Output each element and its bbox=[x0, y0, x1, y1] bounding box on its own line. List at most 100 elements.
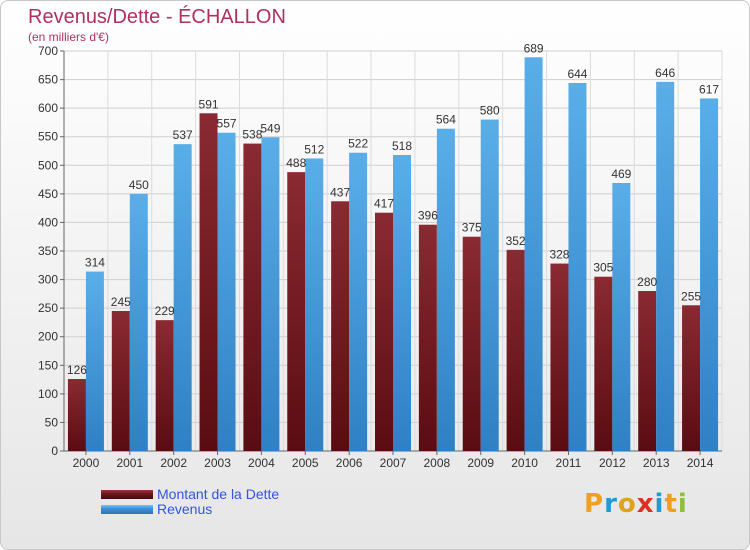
x-tick-label: 2010 bbox=[511, 456, 538, 470]
y-tick-label: 650 bbox=[38, 73, 58, 87]
logo-letter: i bbox=[677, 489, 688, 519]
bar-revenus bbox=[173, 144, 192, 451]
bar-dette bbox=[462, 236, 481, 451]
bar-revenus bbox=[656, 81, 675, 451]
bar-dette bbox=[287, 172, 306, 451]
x-tick-label: 2014 bbox=[687, 456, 714, 470]
data-label-revenus: 450 bbox=[129, 178, 149, 192]
logo-letter: P bbox=[584, 489, 605, 519]
data-label-revenus: 617 bbox=[699, 82, 719, 96]
data-label-dette: 255 bbox=[681, 289, 701, 303]
y-tick-label: 0 bbox=[51, 444, 58, 458]
proxiti-logo: Proxiti bbox=[584, 489, 688, 519]
data-label-dette: 417 bbox=[374, 197, 394, 211]
y-tick-label: 250 bbox=[38, 301, 58, 315]
legend-swatch-revenus bbox=[101, 505, 153, 514]
bar-revenus bbox=[436, 128, 455, 451]
bar-revenus bbox=[524, 57, 543, 452]
bar-revenus bbox=[349, 152, 368, 451]
bar-revenus bbox=[700, 98, 719, 451]
y-tick-label: 700 bbox=[38, 44, 58, 58]
logo-letter: i bbox=[654, 489, 665, 519]
y-tick-label: 200 bbox=[38, 330, 58, 344]
data-label-revenus: 469 bbox=[611, 167, 631, 181]
y-tick-label: 400 bbox=[38, 215, 58, 229]
data-label-dette: 396 bbox=[418, 209, 438, 223]
bar-dette bbox=[67, 379, 86, 451]
data-label-dette: 280 bbox=[637, 275, 657, 289]
legend-label-revenus: Revenus bbox=[157, 501, 213, 517]
x-tick-label: 2004 bbox=[248, 456, 275, 470]
data-label-revenus: 512 bbox=[304, 142, 324, 156]
y-tick-label: 550 bbox=[38, 130, 58, 144]
y-tick-label: 500 bbox=[38, 158, 58, 172]
bar-dette bbox=[155, 320, 174, 451]
data-label-dette: 245 bbox=[111, 295, 131, 309]
data-label-revenus: 314 bbox=[85, 256, 105, 270]
data-label-dette: 126 bbox=[67, 363, 87, 377]
data-label-dette: 437 bbox=[330, 185, 350, 199]
bar-revenus bbox=[568, 83, 587, 451]
data-label-revenus: 522 bbox=[348, 137, 368, 151]
x-tick-label: 2001 bbox=[116, 456, 143, 470]
logo-letter: r bbox=[604, 489, 618, 519]
bar-revenus bbox=[129, 193, 148, 451]
bar-dette bbox=[638, 291, 657, 451]
chart-title: Revenus/Dette - ÉCHALLON bbox=[28, 6, 286, 28]
data-label-revenus: 557 bbox=[217, 117, 237, 131]
x-tick-label: 2006 bbox=[336, 456, 363, 470]
data-label-revenus: 689 bbox=[524, 41, 544, 55]
bar-revenus bbox=[480, 119, 499, 452]
x-tick-label: 2002 bbox=[160, 456, 187, 470]
y-tick-label: 450 bbox=[38, 187, 58, 201]
chart-unit-label: (en milliers d'€) bbox=[28, 30, 109, 44]
data-label-revenus: 580 bbox=[480, 104, 500, 118]
logo-letter: x bbox=[636, 489, 655, 519]
data-label-revenus: 564 bbox=[436, 113, 456, 127]
data-label-revenus: 537 bbox=[173, 128, 193, 142]
x-tick-label: 2011 bbox=[556, 456, 582, 470]
data-label-revenus: 549 bbox=[260, 121, 280, 135]
data-label-dette: 538 bbox=[242, 128, 262, 142]
data-label-revenus: 644 bbox=[567, 67, 587, 81]
bar-revenus bbox=[612, 183, 631, 451]
bar-revenus bbox=[305, 158, 324, 451]
x-tick-label: 2000 bbox=[73, 456, 100, 470]
bar-dette bbox=[111, 311, 130, 451]
bar-dette bbox=[331, 201, 350, 451]
x-tick-label: 2007 bbox=[380, 456, 407, 470]
bar-revenus bbox=[85, 271, 104, 451]
bar-dette bbox=[418, 224, 437, 451]
logo-letter: o bbox=[617, 489, 637, 519]
x-tick-label: 2009 bbox=[467, 456, 494, 470]
y-tick-label: 600 bbox=[38, 101, 58, 115]
bar-dette bbox=[682, 305, 701, 451]
logo-letter: t bbox=[664, 489, 678, 519]
x-tick-label: 2003 bbox=[204, 456, 231, 470]
bar-dette bbox=[199, 113, 218, 452]
legend-swatch-dette bbox=[101, 490, 153, 499]
bar-revenus bbox=[261, 137, 280, 452]
data-label-revenus: 518 bbox=[392, 139, 412, 153]
y-tick-label: 300 bbox=[38, 273, 58, 287]
x-tick-label: 2012 bbox=[599, 456, 626, 470]
y-tick-label: 150 bbox=[38, 358, 58, 372]
x-tick-label: 2008 bbox=[424, 456, 451, 470]
data-label-dette: 591 bbox=[199, 97, 219, 111]
y-tick-label: 50 bbox=[45, 415, 59, 429]
bar-dette bbox=[243, 143, 262, 452]
data-label-dette: 305 bbox=[593, 261, 613, 275]
bar-dette bbox=[550, 263, 569, 451]
bar-revenus bbox=[393, 155, 411, 451]
data-label-dette: 229 bbox=[155, 304, 175, 318]
bar-revenus bbox=[217, 132, 236, 451]
data-label-dette: 352 bbox=[506, 234, 526, 248]
data-label-dette: 328 bbox=[549, 248, 569, 262]
bar-dette bbox=[594, 276, 613, 451]
data-label-revenus: 646 bbox=[655, 66, 675, 80]
x-tick-label: 2013 bbox=[643, 456, 670, 470]
bar-dette bbox=[375, 212, 393, 451]
bar-dette bbox=[506, 249, 525, 451]
